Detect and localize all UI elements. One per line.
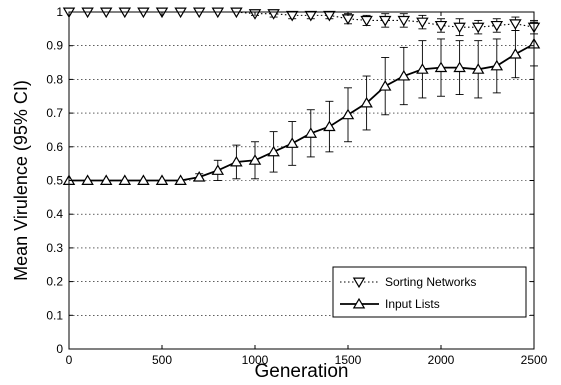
data-point (230, 155, 243, 167)
data-point (248, 154, 262, 165)
data-point (378, 15, 392, 27)
x-tick-label: 1000 (242, 353, 269, 367)
data-point (230, 7, 243, 19)
y-tick-label: 0.2 (46, 275, 63, 289)
series-input-lists (62, 21, 541, 185)
data-point (490, 59, 504, 71)
y-axis-title: Mean Virulence (95% CI) (11, 80, 31, 281)
data-point (174, 174, 187, 185)
legend-marker (352, 277, 366, 289)
y-tick-label: 0.4 (46, 207, 63, 221)
y-tick-label: 0.9 (46, 39, 63, 53)
data-point (323, 10, 336, 22)
legend-label: Sorting Networks (385, 275, 476, 289)
data-point (81, 7, 94, 19)
data-point (509, 48, 522, 59)
x-tick-label: 2500 (521, 353, 548, 367)
data-point (211, 7, 225, 19)
x-tick-label: 0 (66, 353, 73, 367)
data-point (490, 20, 504, 32)
data-point (509, 19, 522, 30)
data-point (192, 171, 206, 182)
data-point (304, 127, 318, 138)
data-point (397, 15, 411, 27)
legend: Sorting Networks Input Lists (332, 266, 527, 318)
y-tick-label: 0 (56, 342, 63, 356)
data-point (434, 20, 448, 32)
data-point (137, 174, 150, 185)
data-point (267, 145, 280, 157)
data-point (397, 69, 411, 81)
x-tick-label: 2000 (428, 353, 455, 367)
data-point (341, 14, 355, 25)
gridlines (69, 45, 534, 316)
x-tick-label: 1500 (335, 353, 362, 367)
data-point (360, 96, 373, 108)
data-point (378, 80, 392, 91)
data-point (471, 63, 485, 74)
data-point (304, 10, 318, 22)
legend-label: Input Lists (385, 297, 440, 311)
x-axis-title: Generation (254, 361, 348, 382)
y-tick-label: 0.5 (46, 174, 63, 188)
data-point (453, 22, 466, 34)
data-point (99, 7, 113, 19)
y-tick-label: 1 (56, 5, 63, 19)
legend-marker (352, 297, 366, 309)
data-point (434, 61, 448, 73)
data-point (471, 22, 485, 34)
data-point (99, 174, 113, 185)
y-tick-label: 0.1 (46, 308, 63, 322)
data-point (416, 63, 429, 74)
plot-area (62, 7, 541, 185)
data-point (192, 7, 206, 19)
data-point (360, 15, 373, 27)
data-point (341, 108, 355, 120)
data-point (174, 7, 187, 19)
data-point (323, 120, 336, 132)
data-point (118, 174, 132, 185)
legend-box (332, 266, 527, 318)
x-tick-label: 500 (152, 353, 172, 367)
axis-ticks: 0 500 1000 1500 2000 2500 0 0.1 0.2 0.3 0.4 0.5 0.6 0… (46, 5, 547, 367)
data-point (118, 7, 132, 19)
y-tick-label: 0.3 (46, 241, 63, 255)
series-line (69, 43, 535, 182)
data-point (137, 7, 150, 19)
y-tick-label: 0.7 (46, 106, 63, 120)
y-tick-label: 0.6 (46, 140, 63, 154)
data-point (81, 174, 94, 185)
data-point (453, 61, 466, 73)
data-point (211, 164, 225, 175)
data-point (285, 137, 299, 148)
data-point (285, 10, 299, 22)
y-tick-label: 0.8 (46, 72, 63, 86)
data-point (416, 17, 429, 29)
data-point (155, 174, 169, 185)
